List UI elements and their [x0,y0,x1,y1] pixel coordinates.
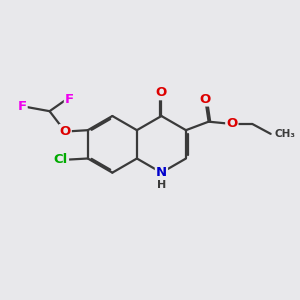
Text: N: N [156,166,167,179]
Text: O: O [156,86,167,99]
Text: CH₃: CH₃ [275,129,296,139]
Text: Cl: Cl [54,153,68,167]
Text: O: O [59,125,71,138]
Text: H: H [157,180,166,190]
Text: O: O [226,117,238,130]
Text: O: O [200,92,211,106]
Text: F: F [17,100,27,113]
Text: F: F [65,93,74,106]
